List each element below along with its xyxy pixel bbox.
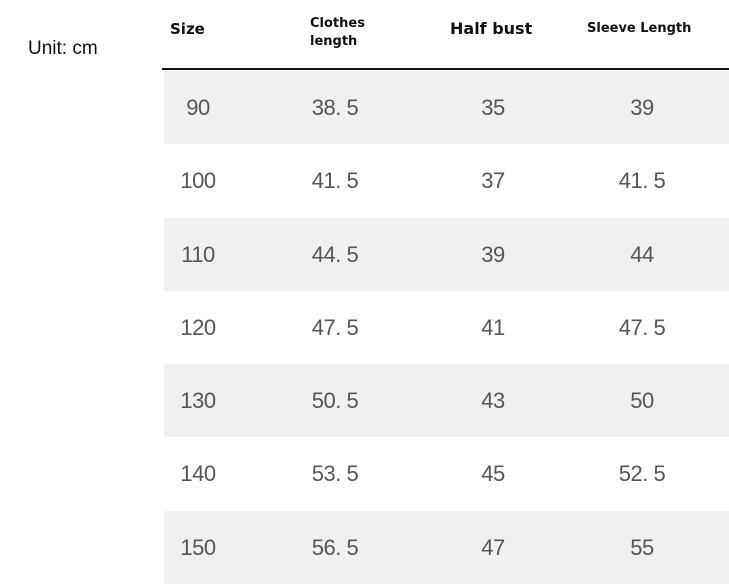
table-cell: 41. 5: [618, 168, 666, 194]
table-row: 110 44. 5 39 44: [164, 217, 729, 291]
header-clothes-line2: length: [310, 34, 358, 49]
table-cell: 55: [630, 534, 654, 560]
table-cell: 47. 5: [618, 314, 666, 340]
unit-label: Unit: cm: [28, 38, 98, 59]
table-cell: 56. 5: [311, 534, 359, 560]
table-cell: 130: [180, 388, 216, 414]
table-cell: 50. 5: [311, 388, 359, 414]
header-sleeve-length: Sleeve Length: [587, 21, 692, 36]
table-cell: 52. 5: [618, 461, 666, 487]
table-cell: 41: [481, 314, 505, 340]
table-cell: 43: [481, 388, 505, 414]
table-cell: 44. 5: [311, 241, 359, 267]
header-size: Size: [170, 20, 205, 38]
table-row: 130 50. 5 43 50: [164, 364, 729, 438]
table-cell: 140: [180, 461, 216, 487]
header-clothes-line1: Clothes: [310, 16, 365, 31]
table-cell: 38. 5: [311, 95, 359, 120]
table-cell: 120: [180, 314, 216, 340]
table-cell: 50: [630, 388, 654, 414]
table-cell: 37: [481, 168, 505, 194]
table-cell: 44: [630, 241, 654, 267]
table-row: 150 56. 5 47 55: [164, 510, 729, 584]
table-cell: 35: [481, 95, 505, 120]
table-cell: 45: [481, 461, 505, 487]
table-cell: 90: [186, 95, 210, 120]
header-divider: [162, 68, 729, 70]
table-cell: 53. 5: [311, 461, 359, 487]
table-cell: 100: [180, 168, 216, 194]
table-cell: 110: [181, 241, 215, 267]
header-clothes-length: Clothes length: [310, 15, 365, 51]
header-half-bust: Half bust: [450, 19, 533, 38]
table-cell: 47: [481, 534, 505, 560]
table-cell: 39: [481, 241, 505, 267]
table-cell: 150: [180, 534, 216, 560]
table-cell: 47. 5: [311, 314, 359, 340]
table-row: 90 38. 5 35 39: [164, 71, 729, 145]
table-cell: 39: [630, 95, 654, 120]
table-row: 100 41. 5 37 41. 5: [164, 144, 729, 217]
table-cell: 41. 5: [311, 168, 359, 194]
table-row: 120 47. 5 41 47. 5: [164, 291, 729, 364]
size-table: 90 38. 5 35 39 100 41. 5 37 41. 5 110 44. 5 39 44 12…: [164, 71, 729, 584]
table-row: 140 53. 5 45 52. 5: [164, 437, 729, 510]
